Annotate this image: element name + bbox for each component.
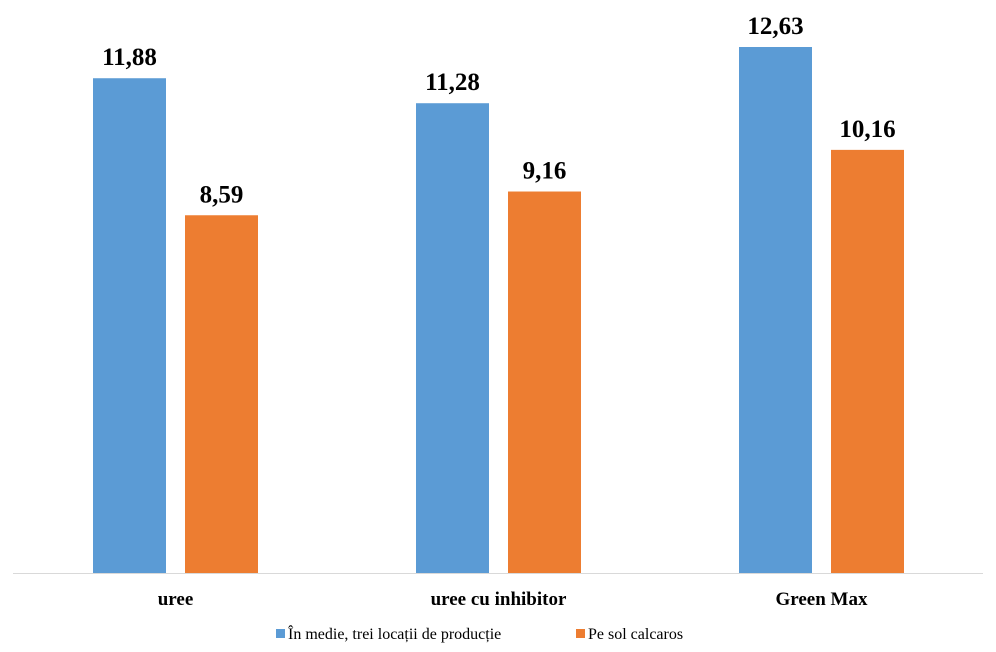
bar-calcareous-2 xyxy=(831,149,904,573)
category-label: uree cu inhibitor xyxy=(431,589,567,610)
bar-average-0 xyxy=(93,78,166,573)
data-label: 8,59 xyxy=(200,181,244,208)
bar-calcareous-0 xyxy=(185,215,258,574)
legend-swatch xyxy=(576,629,585,638)
legend-swatch xyxy=(276,629,285,638)
value-labels-layer: 11,88 8,59 11,28 9,16 12,63 10,16 xyxy=(102,13,896,208)
legend-label: În medie, trei locații de producție xyxy=(288,624,501,643)
legend-label: Pe sol calcaros xyxy=(588,626,683,643)
data-label: 9,16 xyxy=(523,158,567,185)
bars-layer xyxy=(93,47,904,574)
bar-calcareous-1 xyxy=(508,191,581,573)
data-label: 11,88 xyxy=(102,44,157,71)
data-label: 10,16 xyxy=(839,116,895,143)
bar-average-2 xyxy=(739,47,812,573)
category-label: uree xyxy=(158,589,194,610)
category-label: Green Max xyxy=(776,589,868,610)
data-label: 11,28 xyxy=(425,69,480,96)
bar-average-1 xyxy=(416,103,489,574)
legend: În medie, trei locații de producție Pe so… xyxy=(276,624,683,643)
data-label: 12,63 xyxy=(747,13,803,40)
category-labels-layer: uree uree cu inhibitor Green Max xyxy=(158,589,868,610)
